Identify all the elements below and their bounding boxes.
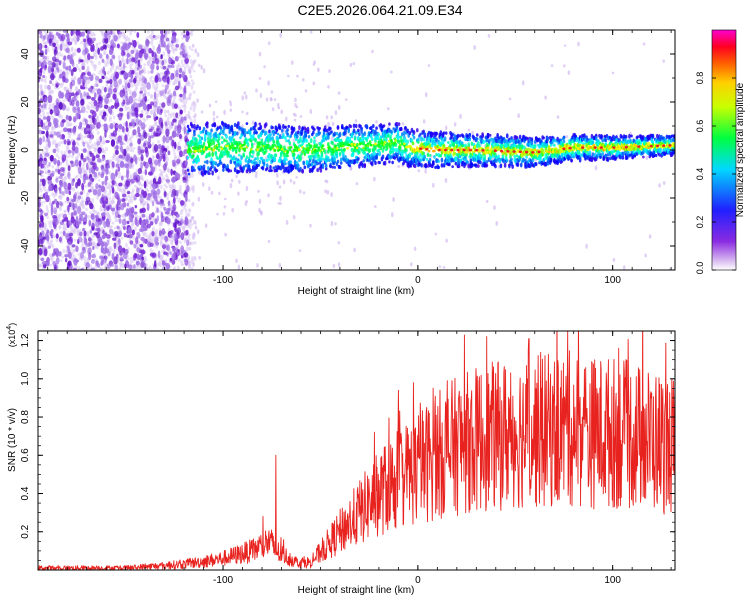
snr-x-tick-label: 0	[415, 575, 421, 586]
colorbar-ticks: 0.0 0.2 0.4 0.6 0.8	[695, 72, 736, 275]
snr-y-tick-label: 1.0	[20, 371, 31, 385]
colorbar-label: Normalized spectral amplitude	[735, 82, 746, 217]
spectrogram-image	[38, 30, 675, 270]
spectrogram-y-tick-label: -20	[20, 190, 31, 205]
colorbar-tick-label: 0.6	[695, 120, 705, 133]
snr-y-tick-label: 0.4	[20, 486, 31, 500]
spectrogram-y-label: Frequency (Hz)	[7, 116, 18, 185]
snr-y-tick-label: 1.2	[20, 333, 31, 347]
spectrogram-x-axis: -100 0 100	[47, 30, 672, 286]
snr-y-label: SNR (10 * v/v)	[7, 408, 18, 472]
ridge-peak-markers	[418, 144, 672, 154]
snr-y-multiplier: (x104)	[6, 323, 17, 347]
spectrogram-x-tick-label: 100	[604, 275, 621, 286]
snr-y-tick-label: 0.6	[20, 448, 31, 462]
colorbar: 0.0 0.2 0.4 0.6 0.8 Normalized spectral ampl…	[695, 29, 746, 275]
colorbar-tick-label: 0.0	[695, 262, 705, 275]
spectrogram-x-tick-label: -100	[213, 275, 233, 286]
snr-x-axis: -100 0 100	[47, 331, 672, 586]
snr-x-tick-label: 100	[604, 575, 621, 586]
snr-y-tick-label: 0.8	[20, 410, 31, 424]
spectral-ridge	[186, 120, 675, 177]
spectrogram-y-tick-label: 0	[20, 147, 31, 153]
colorbar-gradient	[711, 29, 737, 271]
snr-plot-area	[38, 331, 675, 570]
spectrogram-panel: -40 -20 0 20 40 -100 0 100 Height of straight …	[7, 29, 676, 297]
spectrogram-y-tick-label: -40	[20, 238, 31, 253]
snr-panel: 0.2 0.4 0.6 0.8 1.0 1.2 -100 0 100 Height of st…	[6, 323, 676, 596]
figure-title: C2E5.2026.064.21.09.E34	[297, 2, 462, 18]
noise-scatter	[38, 30, 198, 270]
spectrogram-x-label: Height of straight line (km)	[298, 286, 415, 297]
snr-x-label: Height of straight line (km)	[298, 585, 415, 596]
spectrogram-y-tick-label: 20	[20, 96, 31, 108]
snr-x-tick-label: -100	[213, 575, 233, 586]
spectrogram-y-axis: -40 -20 0 20 40	[20, 29, 675, 271]
colorbar-tick-label: 0.4	[695, 168, 705, 181]
colorbar-tick-label: 0.2	[695, 216, 705, 229]
snr-series-line	[38, 331, 675, 570]
spectrogram-y-tick-label: 40	[20, 48, 31, 60]
snr-frame	[37, 330, 676, 571]
colorbar-tick-label: 0.8	[695, 72, 705, 85]
snr-y-axis: 0.2 0.4 0.6 0.8 1.0 1.2	[20, 333, 675, 561]
snr-y-tick-label: 0.2	[20, 524, 31, 538]
spectrogram-x-tick-label: 0	[415, 275, 421, 286]
